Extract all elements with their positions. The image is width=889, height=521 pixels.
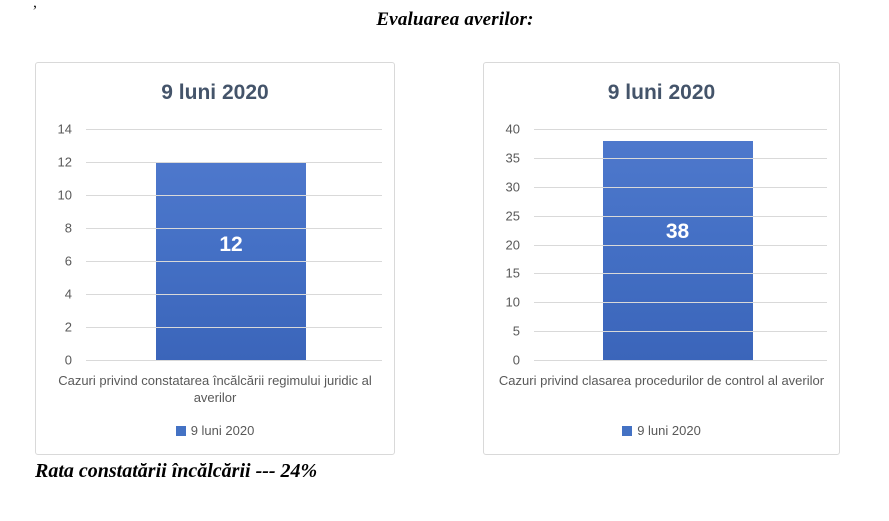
y-tick-label: 20 <box>505 237 520 252</box>
y-tick-label: 10 <box>505 294 520 310</box>
gridline <box>534 302 827 304</box>
legend-swatch-icon <box>175 425 186 436</box>
x-axis-category-label: Cazuri privind clasarea procedurilor de … <box>498 373 825 388</box>
y-axis-ticks: 14 12 10 8 6 4 2 0 <box>36 122 78 368</box>
legend: 9 luni 2020 <box>484 423 839 438</box>
gridline <box>534 215 827 217</box>
y-tick-label: 10 <box>57 187 72 203</box>
chart-constatare-incalcare: 9 luni 2020 14 12 10 8 6 4 2 0 12 Cazuri privin… <box>35 62 395 455</box>
y-tick-label: 40 <box>505 121 520 137</box>
y-tick-label: 35 <box>505 150 520 166</box>
legend-label: 9 luni 2020 <box>190 423 255 438</box>
bar-data-label: 12 <box>219 233 243 257</box>
chart-clasare-proceduri: 9 luni 2020 40 35 30 25 20 15 10 5 0 38 Cazuri p… <box>483 62 840 455</box>
gridline <box>534 331 827 333</box>
chart-title: 9 luni 2020 <box>607 81 716 104</box>
legend-label: 9 luni 2020 <box>637 423 701 438</box>
legend-swatch-icon <box>622 425 633 436</box>
gridline <box>86 294 382 295</box>
gridline <box>534 244 827 246</box>
plot-area: 12 <box>86 129 382 361</box>
y-tick-label: 0 <box>512 352 520 368</box>
y-tick-label: 6 <box>64 253 72 269</box>
gridline <box>534 360 827 361</box>
y-tick-label: 4 <box>64 286 72 302</box>
gridline <box>86 360 382 361</box>
y-tick-label: 25 <box>505 208 520 224</box>
gridline <box>86 194 382 196</box>
y-axis-ticks: 40 35 30 25 20 15 10 5 0 <box>484 122 526 368</box>
gridline <box>86 161 382 163</box>
y-tick-label: 0 <box>64 352 72 368</box>
gridline <box>534 129 827 130</box>
plot-area: 38 <box>534 129 827 361</box>
page-title: Evaluarea averilor: <box>376 9 534 30</box>
gridline <box>86 129 382 130</box>
gridline <box>86 228 382 229</box>
gridline <box>534 157 827 159</box>
bar-data-label: 38 <box>665 219 690 243</box>
y-tick-label: 12 <box>57 154 72 170</box>
gridline <box>86 260 382 262</box>
cutoff-text-fragment: , <box>33 0 37 11</box>
gridline <box>86 327 382 328</box>
y-tick-label: 5 <box>512 323 520 339</box>
gridline <box>534 273 827 275</box>
bar: 38 <box>602 140 753 360</box>
y-tick-label: 14 <box>57 121 72 137</box>
y-tick-label: 15 <box>505 265 520 281</box>
y-tick-label: 2 <box>64 319 72 335</box>
y-tick-label: 30 <box>505 179 520 195</box>
violation-rate-text: Rata constatării încălcării --- 24% <box>35 460 318 482</box>
y-tick-label: 8 <box>64 220 72 236</box>
chart-title: 9 luni 2020 <box>161 81 269 104</box>
x-axis-category-label: Cazuri privind constatarea încălcării re… <box>58 373 372 405</box>
legend: 9 luni 2020 <box>36 423 394 438</box>
gridline <box>534 186 827 188</box>
